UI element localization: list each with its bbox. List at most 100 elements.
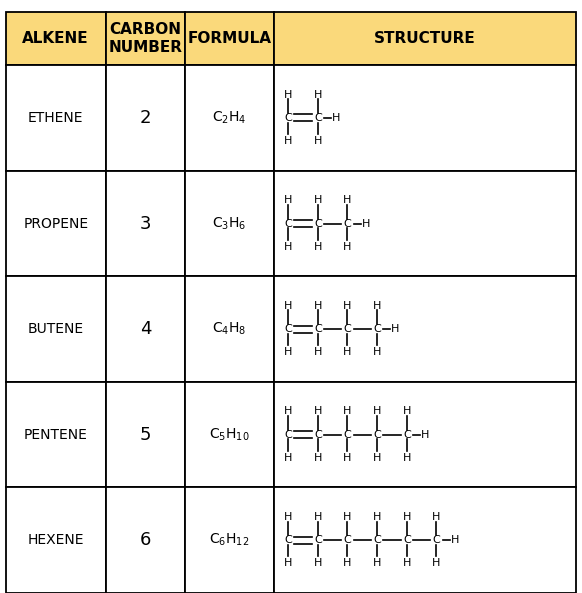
FancyBboxPatch shape (6, 171, 105, 276)
Text: H: H (314, 512, 322, 522)
Text: H: H (284, 242, 292, 252)
FancyBboxPatch shape (186, 12, 274, 65)
FancyBboxPatch shape (105, 276, 186, 382)
Text: PROPENE: PROPENE (23, 216, 88, 231)
Text: C: C (314, 535, 322, 545)
Text: C: C (314, 429, 322, 439)
Text: $\mathregular{C_{2}H_{4}}$: $\mathregular{C_{2}H_{4}}$ (212, 110, 247, 126)
Text: H: H (284, 453, 292, 463)
Text: C: C (343, 535, 352, 545)
Text: H: H (284, 559, 292, 568)
Text: H: H (373, 301, 381, 311)
Text: C: C (314, 324, 322, 334)
Text: 4: 4 (140, 320, 151, 338)
Text: H: H (373, 347, 381, 358)
Text: H: H (343, 195, 352, 205)
Text: $\mathregular{C_{3}H_{6}}$: $\mathregular{C_{3}H_{6}}$ (212, 215, 247, 232)
Text: H: H (284, 90, 292, 100)
FancyBboxPatch shape (274, 171, 576, 276)
Text: $\mathregular{C_{6}H_{12}}$: $\mathregular{C_{6}H_{12}}$ (210, 532, 250, 549)
Text: C: C (284, 429, 292, 439)
FancyBboxPatch shape (6, 12, 105, 65)
Text: C: C (373, 535, 381, 545)
Text: H: H (373, 559, 381, 568)
Text: H: H (432, 512, 441, 522)
Text: H: H (403, 512, 411, 522)
Text: H: H (284, 136, 292, 146)
Text: H: H (314, 453, 322, 463)
Text: $\mathregular{C_{4}H_{8}}$: $\mathregular{C_{4}H_{8}}$ (212, 321, 247, 337)
Text: C: C (403, 535, 411, 545)
Text: H: H (403, 559, 411, 568)
Text: H: H (314, 242, 322, 252)
Text: C: C (284, 535, 292, 545)
FancyBboxPatch shape (6, 276, 105, 382)
Text: 6: 6 (140, 531, 151, 549)
FancyBboxPatch shape (274, 65, 576, 171)
Text: C: C (284, 324, 292, 334)
Text: H: H (343, 347, 352, 358)
FancyBboxPatch shape (105, 171, 186, 276)
Text: 3: 3 (140, 215, 151, 232)
FancyBboxPatch shape (274, 487, 576, 593)
Text: H: H (403, 453, 411, 463)
Text: H: H (391, 324, 400, 334)
Text: H: H (314, 195, 322, 205)
Text: H: H (314, 301, 322, 311)
Text: C: C (403, 429, 411, 439)
Text: H: H (284, 301, 292, 311)
Text: H: H (343, 406, 352, 416)
Text: $\mathregular{C_{5}H_{10}}$: $\mathregular{C_{5}H_{10}}$ (210, 426, 250, 443)
Text: H: H (284, 347, 292, 358)
Text: H: H (373, 512, 381, 522)
Text: H: H (432, 559, 441, 568)
FancyBboxPatch shape (274, 382, 576, 487)
Text: H: H (343, 559, 352, 568)
Text: H: H (373, 453, 381, 463)
Text: H: H (314, 90, 322, 100)
Text: H: H (343, 512, 352, 522)
Text: H: H (450, 535, 459, 545)
FancyBboxPatch shape (105, 487, 186, 593)
Text: H: H (314, 406, 322, 416)
FancyBboxPatch shape (105, 65, 186, 171)
Text: HEXENE: HEXENE (27, 533, 84, 547)
Text: PENTENE: PENTENE (24, 428, 88, 442)
FancyBboxPatch shape (6, 487, 105, 593)
Text: C: C (314, 218, 322, 228)
Text: BUTENE: BUTENE (28, 322, 84, 336)
Text: H: H (314, 559, 322, 568)
Text: C: C (343, 218, 352, 228)
FancyBboxPatch shape (186, 171, 274, 276)
FancyBboxPatch shape (186, 382, 274, 487)
Text: H: H (284, 195, 292, 205)
Text: ALKENE: ALKENE (23, 31, 89, 46)
Text: H: H (343, 242, 352, 252)
Text: H: H (403, 406, 411, 416)
Text: ETHENE: ETHENE (28, 111, 83, 125)
Text: H: H (284, 406, 292, 416)
Text: C: C (284, 218, 292, 228)
FancyBboxPatch shape (186, 65, 274, 171)
Text: 2: 2 (140, 109, 151, 127)
FancyBboxPatch shape (6, 382, 105, 487)
Text: C: C (284, 113, 292, 123)
FancyBboxPatch shape (274, 12, 576, 65)
Text: 5: 5 (140, 426, 151, 444)
Text: C: C (314, 113, 322, 123)
Text: C: C (432, 535, 441, 545)
FancyBboxPatch shape (186, 276, 274, 382)
Text: C: C (343, 324, 352, 334)
Text: STRUCTURE: STRUCTURE (374, 31, 476, 46)
Text: C: C (373, 324, 381, 334)
Text: C: C (343, 429, 352, 439)
Text: H: H (343, 301, 352, 311)
FancyBboxPatch shape (6, 65, 105, 171)
Text: H: H (361, 218, 370, 228)
FancyBboxPatch shape (274, 276, 576, 382)
Text: H: H (421, 429, 429, 439)
FancyBboxPatch shape (105, 12, 186, 65)
Text: CARBON
NUMBER: CARBON NUMBER (109, 23, 183, 55)
Text: C: C (373, 429, 381, 439)
FancyBboxPatch shape (105, 382, 186, 487)
